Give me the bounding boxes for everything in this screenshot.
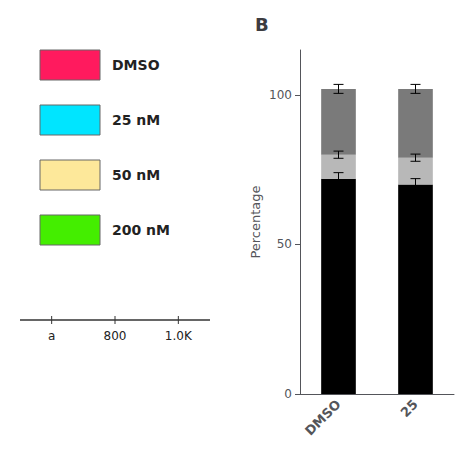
svg-text:0: 0 xyxy=(284,387,292,401)
svg-text:50: 50 xyxy=(277,237,292,251)
svg-text:DMSO: DMSO xyxy=(302,397,344,439)
svg-text:1.0K: 1.0K xyxy=(165,329,193,343)
svg-text:B: B xyxy=(255,14,269,35)
svg-text:Percentage: Percentage xyxy=(248,185,263,258)
svg-text:DMSO: DMSO xyxy=(112,57,160,73)
svg-text:800: 800 xyxy=(104,329,127,343)
svg-text:a: a xyxy=(48,329,55,343)
svg-text:50 nM: 50 nM xyxy=(112,167,160,183)
svg-text:25: 25 xyxy=(397,397,420,420)
svg-text:200 nM: 200 nM xyxy=(112,222,170,238)
svg-text:100: 100 xyxy=(269,88,292,102)
svg-text:25 nM: 25 nM xyxy=(112,112,160,128)
